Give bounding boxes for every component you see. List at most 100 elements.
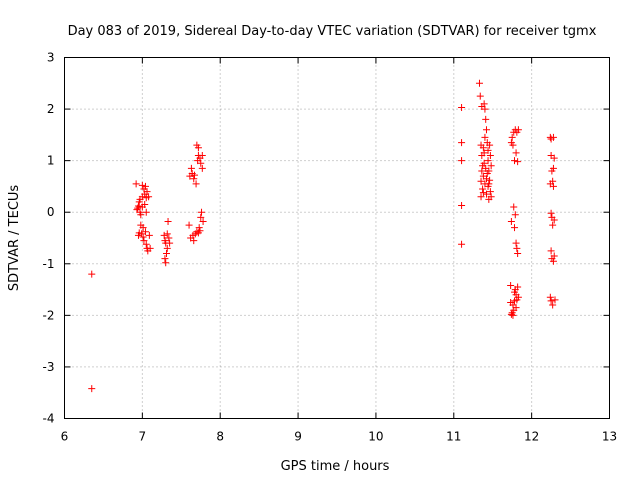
data-point bbox=[486, 188, 494, 196]
data-point bbox=[165, 234, 173, 242]
data-point bbox=[479, 185, 487, 193]
data-point bbox=[507, 310, 515, 318]
data-point bbox=[514, 126, 522, 134]
grid-lines bbox=[64, 57, 610, 419]
data-point bbox=[514, 158, 522, 166]
y-tick-label: 2 bbox=[47, 102, 55, 116]
data-point bbox=[482, 115, 490, 123]
data-point bbox=[193, 228, 201, 236]
chart-title: Day 083 of 2019, Sidereal Day-to-day VTE… bbox=[68, 24, 597, 39]
x-axis-tick-labels: 6 7 8 9 10 11 12 13 bbox=[61, 430, 617, 444]
data-point bbox=[479, 144, 487, 152]
data-point bbox=[190, 237, 198, 245]
data-point bbox=[192, 180, 200, 188]
data-point bbox=[88, 270, 96, 278]
data-point bbox=[511, 211, 519, 219]
data-point bbox=[513, 244, 521, 252]
data-point bbox=[546, 293, 554, 301]
x-tick-label: 7 bbox=[139, 430, 147, 444]
x-tick-label: 6 bbox=[61, 430, 69, 444]
data-point bbox=[509, 311, 517, 319]
x-tick-label: 9 bbox=[294, 430, 302, 444]
data-point bbox=[512, 291, 520, 299]
data-point bbox=[162, 259, 170, 267]
data-point bbox=[137, 211, 145, 219]
x-tick-label: 8 bbox=[216, 430, 224, 444]
data-point bbox=[477, 193, 485, 201]
data-point bbox=[509, 141, 517, 149]
data-point bbox=[134, 202, 142, 210]
data-point bbox=[145, 231, 153, 239]
data-point bbox=[138, 203, 146, 211]
data-point bbox=[480, 149, 488, 157]
data-point bbox=[198, 164, 206, 172]
data-point bbox=[477, 177, 485, 185]
data-point bbox=[507, 281, 515, 289]
data-point bbox=[550, 154, 558, 162]
data-point bbox=[486, 151, 494, 159]
data-point bbox=[481, 105, 489, 113]
data-point bbox=[480, 159, 488, 167]
y-tick-label: -1 bbox=[43, 257, 55, 271]
data-point bbox=[140, 237, 148, 245]
data-point bbox=[190, 175, 198, 183]
data-point bbox=[486, 141, 494, 149]
data-point bbox=[135, 229, 143, 237]
data-point bbox=[547, 297, 555, 305]
x-tick-label: 11 bbox=[446, 430, 461, 444]
data-point bbox=[198, 151, 206, 159]
data-point bbox=[478, 167, 486, 175]
data-point bbox=[486, 176, 494, 184]
data-point bbox=[199, 217, 207, 225]
y-axis-title: SDTVAR / TECUs bbox=[7, 185, 22, 292]
data-point bbox=[163, 230, 171, 238]
data-point bbox=[142, 240, 150, 248]
data-point bbox=[141, 228, 149, 236]
data-point bbox=[514, 283, 522, 291]
data-point bbox=[484, 146, 492, 154]
data-point bbox=[507, 217, 515, 225]
data-point bbox=[458, 240, 466, 248]
data-point bbox=[514, 249, 522, 257]
data-point bbox=[512, 149, 520, 157]
data-point bbox=[481, 133, 489, 141]
y-tick-label: -3 bbox=[43, 360, 55, 374]
data-point bbox=[475, 79, 483, 87]
data-point bbox=[485, 167, 493, 175]
y-tick-label: 3 bbox=[47, 51, 55, 65]
data-point bbox=[511, 224, 519, 232]
data-point bbox=[191, 171, 199, 179]
data-point bbox=[479, 189, 487, 197]
data-point bbox=[198, 208, 206, 216]
data-point bbox=[551, 296, 559, 304]
data-point bbox=[482, 175, 490, 183]
data-point bbox=[458, 139, 466, 147]
data-point bbox=[162, 249, 170, 257]
data-point bbox=[197, 213, 205, 221]
data-point bbox=[185, 221, 193, 229]
data-point bbox=[512, 239, 520, 247]
x-axis-title: GPS time / hours bbox=[281, 459, 390, 474]
data-point bbox=[161, 255, 169, 263]
y-axis-tick-labels: -4 -3 -2 -1 0 1 2 3 bbox=[43, 51, 55, 426]
data-point bbox=[482, 190, 490, 198]
data-point bbox=[138, 181, 146, 189]
data-point bbox=[88, 385, 96, 393]
data-point bbox=[549, 133, 557, 141]
data-point bbox=[163, 244, 171, 252]
plot-frame bbox=[64, 57, 610, 419]
data-point bbox=[487, 162, 495, 170]
x-tick-label: 13 bbox=[602, 430, 617, 444]
data-point bbox=[132, 180, 140, 188]
data-point bbox=[547, 209, 555, 217]
data-point bbox=[547, 247, 555, 255]
x-tick-label: 12 bbox=[524, 430, 539, 444]
data-point bbox=[549, 177, 557, 185]
y-tick-label: -4 bbox=[43, 412, 55, 426]
data-point bbox=[476, 92, 484, 100]
data-point bbox=[484, 157, 492, 165]
data-point bbox=[146, 244, 154, 252]
data-point bbox=[197, 159, 205, 167]
data-point bbox=[458, 157, 466, 165]
